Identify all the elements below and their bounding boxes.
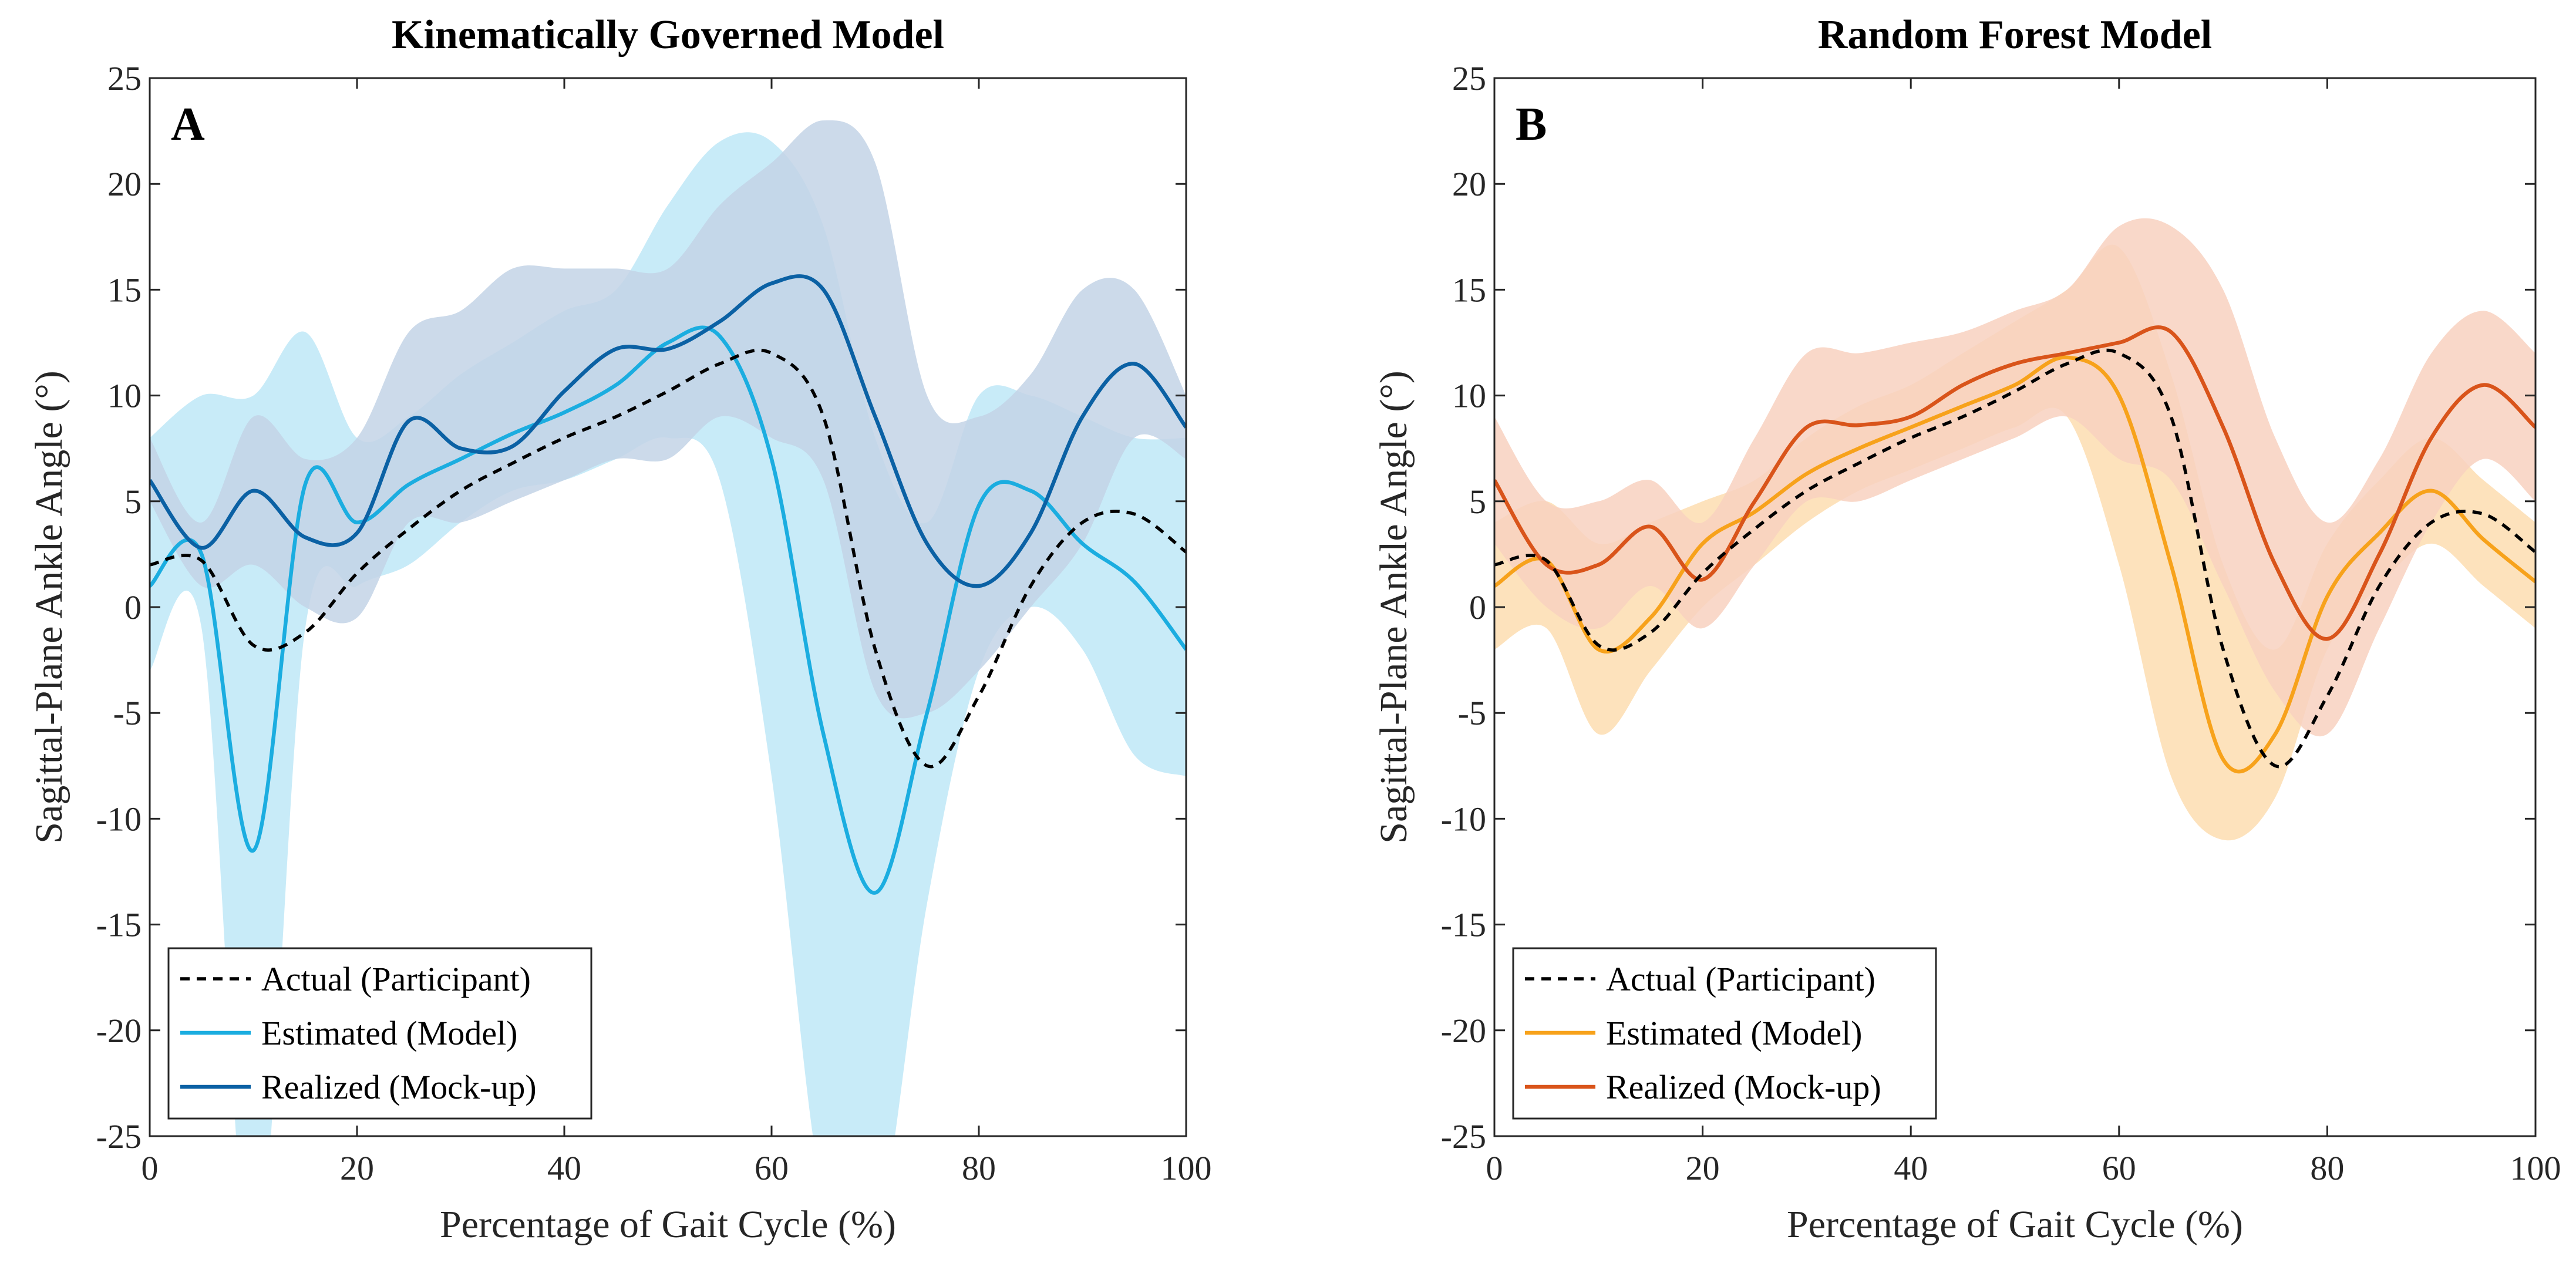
y-axis-label: Sagittal-Plane Ankle Angle (°) xyxy=(1372,370,1415,843)
legend-label: Realized (Mock-up) xyxy=(1606,1068,1881,1106)
y-tick-label: -20 xyxy=(96,1012,142,1050)
y-tick-label: -5 xyxy=(113,694,142,732)
panel-a-chart: 0 20 40 60 80 100 25 20 15 10 5 0 -5 -10 -15 -20 -25 Kine… xyxy=(28,12,1212,1246)
y-tick-label: 10 xyxy=(107,377,142,415)
x-tick-label: 80 xyxy=(2310,1149,2344,1187)
legend-label: Actual (Participant) xyxy=(1606,960,1875,998)
series-line-actual xyxy=(1494,348,2535,769)
x-tick-label: 40 xyxy=(1894,1149,1928,1187)
y-tick-label: 5 xyxy=(1469,483,1486,521)
y-tick-label: 15 xyxy=(1452,271,1486,309)
y-tick-label: -20 xyxy=(1441,1012,1486,1050)
x-tick-label: 100 xyxy=(1161,1149,1212,1187)
y-tick-label: -25 xyxy=(96,1117,142,1156)
chart-title: Kinematically Governed Model xyxy=(392,12,944,58)
y-tick-label: 5 xyxy=(124,483,142,521)
x-axis-label: Percentage of Gait Cycle (%) xyxy=(1787,1203,2243,1246)
x-tick-label: 80 xyxy=(962,1149,996,1187)
legend-label: Realized (Mock-up) xyxy=(261,1068,537,1106)
y-tick-label: 20 xyxy=(1452,165,1486,203)
y-tick-label: 0 xyxy=(1469,588,1486,626)
panel-label: B xyxy=(1516,99,1547,150)
legend-label: Estimated (Model) xyxy=(1606,1014,1863,1052)
chart-title: Random Forest Model xyxy=(1818,12,2212,58)
series-line-actual xyxy=(150,348,1186,769)
y-tick-label: 15 xyxy=(107,271,142,309)
legend-label: Estimated (Model) xyxy=(261,1014,518,1052)
variability-band-realized xyxy=(1494,218,2535,737)
y-axis-label: Sagittal-Plane Ankle Angle (°) xyxy=(28,370,70,843)
panel-b-chart: 0 20 40 60 80 100 25 20 15 10 5 0 -5 -10 -15 -20 -25 Rand… xyxy=(1372,12,2561,1246)
x-axis-label: Percentage of Gait Cycle (%) xyxy=(440,1203,896,1246)
x-tick-label: 100 xyxy=(2510,1149,2561,1187)
y-tick-label: -15 xyxy=(1441,906,1486,944)
series-line-estimated xyxy=(1494,355,2535,774)
x-tick-label: 40 xyxy=(547,1149,581,1187)
variability-band-estimated xyxy=(150,132,1186,1136)
legend-label: Actual (Participant) xyxy=(261,960,531,998)
legend: Actual (Participant) Estimated (Model) Rea… xyxy=(167,947,592,1120)
y-tick-label: -10 xyxy=(1441,800,1486,838)
x-tick-label: 60 xyxy=(755,1149,789,1187)
y-tick-label: 25 xyxy=(1452,59,1486,97)
series-line-estimated xyxy=(150,325,1186,895)
y-tick-label: -25 xyxy=(1441,1117,1486,1156)
panel-label: A xyxy=(171,99,205,150)
variability-band-realized xyxy=(150,120,1186,719)
series-line-realized xyxy=(1494,325,2535,641)
x-tick-label: 20 xyxy=(340,1149,374,1187)
y-tick-label: -10 xyxy=(96,800,142,838)
x-tick-label: 20 xyxy=(1686,1149,1720,1187)
plot-content xyxy=(1494,218,2535,841)
y-tick-label: 10 xyxy=(1452,377,1486,415)
plot-content xyxy=(150,120,1186,1136)
y-tick-label: 25 xyxy=(107,59,142,97)
y-tick-label: 20 xyxy=(107,165,142,203)
x-tick-label: 60 xyxy=(2102,1149,2136,1187)
x-tick-label: 0 xyxy=(1486,1149,1503,1187)
y-tick-label: -5 xyxy=(1458,694,1486,732)
legend: Actual (Participant) Estimated (Model) Rea… xyxy=(1512,947,1937,1120)
y-tick-label: -15 xyxy=(96,906,142,944)
y-tick-label: 0 xyxy=(124,588,142,626)
series-line-realized xyxy=(150,274,1186,588)
x-tick-label: 0 xyxy=(142,1149,159,1187)
